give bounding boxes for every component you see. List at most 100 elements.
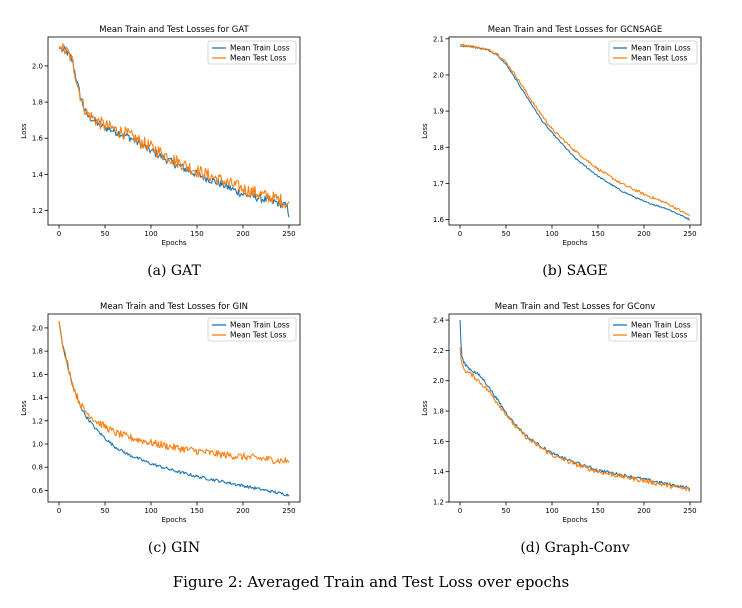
chart-title: Mean Train and Test Losses for GCNSAGE (488, 25, 663, 35)
x-tick-label: 150 (190, 507, 203, 515)
y-tick-label: 1.2 (433, 499, 444, 507)
y-tick-label: 1.8 (433, 144, 444, 152)
x-tick-label: 150 (591, 507, 604, 515)
subfigure-caption: (a) GAT (147, 263, 201, 279)
x-tick-label: 150 (190, 230, 203, 238)
legend-box (207, 40, 297, 65)
axes-frame (47, 36, 301, 226)
x-tick-label: 0 (57, 507, 61, 515)
series-line-test (58, 42, 290, 209)
x-tick-label: 100 (144, 230, 157, 238)
y-tick-label: 1.9 (433, 108, 444, 116)
axes-frame (47, 313, 301, 503)
series-group (459, 320, 691, 492)
x-tick-label: 0 (458, 230, 462, 238)
y-tick-label: 2.0 (32, 62, 43, 70)
legend-box (608, 40, 698, 65)
chart-panel-1: Mean Train and Test Losses for GAT 0 50 100… (20, 25, 301, 247)
y-tick-label: 1.0 (32, 440, 43, 448)
legend-box (608, 317, 698, 342)
chart-title: Mean Train and Test Losses for GConv (495, 302, 656, 312)
y-axis-label: Loss (421, 123, 429, 139)
y-tick-label: 1.8 (433, 408, 444, 416)
x-tick-label: 200 (236, 230, 249, 238)
chart-panel-2: Mean Train and Test Losses for GCNSAGE 0 5… (421, 25, 702, 247)
x-tick-label: 200 (637, 507, 650, 515)
y-tick-label: 2.0 (32, 324, 43, 332)
legend-entry: Mean Train Loss (631, 321, 691, 330)
x-tick-label: 0 (57, 230, 61, 238)
y-tick-label: 1.2 (32, 207, 43, 215)
x-tick-label: 200 (637, 230, 650, 238)
y-tick-label: 2.0 (433, 377, 444, 385)
series-line-test (58, 320, 290, 465)
y-tick-label: 1.6 (32, 135, 44, 143)
x-tick-label: 250 (683, 507, 696, 515)
series-line-test (459, 43, 691, 217)
x-axis-label: Epochs (562, 239, 587, 247)
x-tick-label: 100 (545, 230, 558, 238)
legend-entry: Mean Train Loss (230, 44, 290, 53)
y-tick-label: 1.6 (433, 216, 445, 224)
legend-entry: Mean Test Loss (230, 54, 287, 63)
x-axis-label: Epochs (161, 516, 186, 524)
y-tick-label: 2.0 (433, 71, 444, 79)
series-group (58, 320, 290, 497)
subfigure-caption: (c) GIN (148, 540, 200, 556)
x-axis-label: Epochs (161, 239, 186, 247)
y-tick-label: 2.4 (433, 317, 445, 325)
y-tick-label: 1.8 (32, 99, 43, 107)
x-axis-label: Epochs (562, 516, 587, 524)
y-tick-label: 1.8 (32, 348, 43, 356)
chart-title: Mean Train and Test Losses for GAT (99, 25, 249, 35)
series-line-train (460, 44, 691, 221)
chart-panel-4: Mean Train and Test Losses for GConv 0 50 1… (421, 302, 702, 524)
x-tick-label: 50 (502, 507, 511, 515)
figure-caption: Figure 2: Averaged Train and Test Loss o… (173, 573, 569, 591)
y-tick-label: 1.7 (433, 180, 444, 188)
legend-entry: Mean Test Loss (631, 54, 688, 63)
axes-frame (448, 313, 702, 503)
y-axis-label: Loss (20, 400, 28, 416)
y-tick-label: 1.4 (433, 468, 445, 476)
legend-box (207, 317, 297, 342)
subfigure-caption: (d) Graph-Conv (520, 540, 629, 556)
x-tick-label: 250 (282, 230, 295, 238)
x-tick-label: 200 (236, 507, 249, 515)
x-tick-label: 250 (683, 230, 696, 238)
series-line-test (459, 347, 691, 492)
axes-frame (448, 36, 702, 226)
y-axis-label: Loss (20, 123, 28, 139)
series-group (58, 42, 290, 218)
x-tick-label: 250 (282, 507, 295, 515)
y-tick-label: 2.1 (433, 35, 444, 43)
y-tick-label: 2.2 (433, 347, 444, 355)
y-tick-label: 0.8 (32, 464, 43, 472)
series-line-train (459, 320, 691, 491)
x-tick-label: 150 (591, 230, 604, 238)
y-tick-label: 0.6 (32, 487, 44, 495)
y-tick-label: 1.6 (32, 371, 44, 379)
x-tick-label: 0 (458, 507, 462, 515)
y-tick-label: 1.6 (433, 438, 445, 446)
chart-panel-3: Mean Train and Test Losses for GIN 0 50 100… (20, 302, 301, 524)
series-group (459, 43, 691, 221)
legend-entry: Mean Train Loss (230, 321, 290, 330)
series-line-train (58, 322, 290, 497)
x-tick-label: 50 (101, 507, 110, 515)
legend-entry: Mean Test Loss (631, 331, 688, 340)
x-tick-label: 50 (101, 230, 110, 238)
y-tick-label: 1.4 (32, 171, 44, 179)
x-tick-label: 50 (502, 230, 511, 238)
x-tick-label: 100 (144, 507, 157, 515)
x-tick-label: 100 (545, 507, 558, 515)
y-axis-label: Loss (421, 400, 429, 416)
legend-entry: Mean Test Loss (230, 331, 287, 340)
legend-entry: Mean Train Loss (631, 44, 691, 53)
y-tick-label: 1.4 (32, 394, 44, 402)
